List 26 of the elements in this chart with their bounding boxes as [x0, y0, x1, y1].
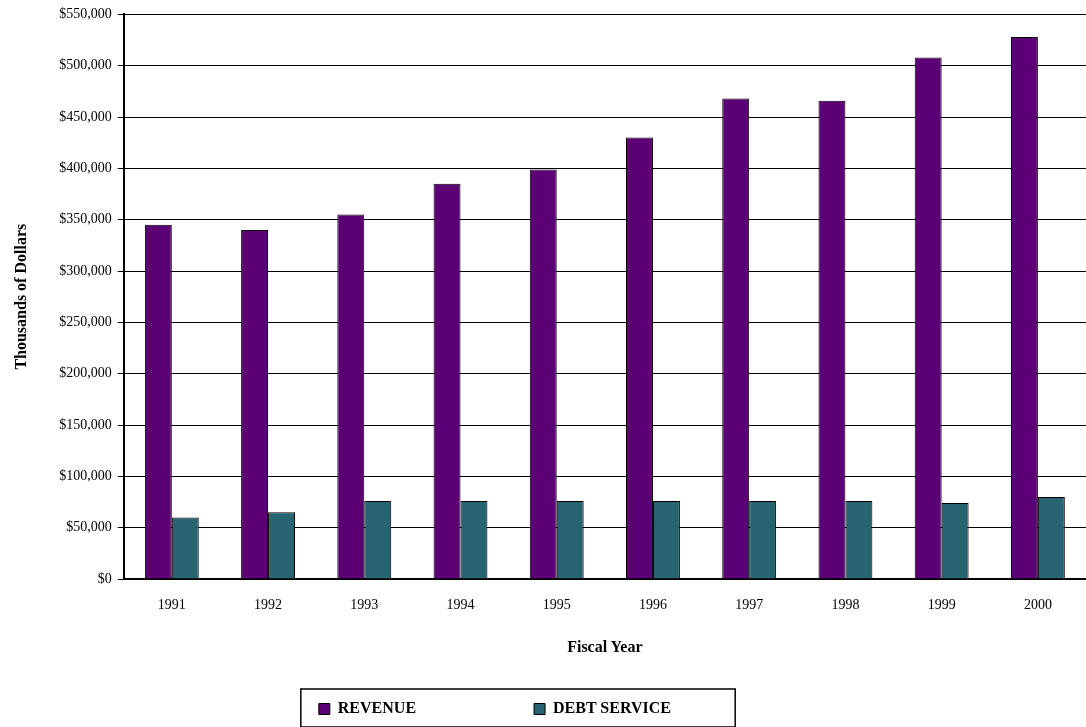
legend-label: DEBT SERVICE — [553, 699, 775, 717]
y-tick-label: $50,000 — [66, 519, 112, 535]
y-tick-label: $200,000 — [59, 365, 112, 381]
y-tick-label: $100,000 — [59, 468, 112, 484]
legend-label: REVENUE — [337, 699, 521, 717]
y-tick-label: $250,000 — [59, 314, 112, 330]
x-tick-label: 2000 — [1023, 597, 1052, 613]
x-tick-label: 1994 — [446, 597, 475, 613]
x-tick-label: 1991 — [157, 597, 186, 613]
y-tick-label: $450,000 — [59, 108, 112, 124]
x-tick-label: 1997 — [735, 597, 764, 613]
y-tick-label: $0 — [97, 570, 112, 586]
y-tick-label: $150,000 — [59, 416, 112, 432]
x-tick-label: 1996 — [638, 597, 667, 613]
x-tick-label: 1998 — [831, 597, 860, 613]
x-tick-label: 1993 — [350, 597, 379, 613]
x-tick-label: 1995 — [542, 597, 571, 613]
x-tick-label: 1999 — [927, 597, 956, 613]
y-tick-label: $400,000 — [59, 160, 112, 176]
y-tick-label: $350,000 — [59, 211, 112, 227]
y-axis-title: Thousands of Dollars — [11, 223, 29, 370]
x-tick-label: 1992 — [254, 597, 283, 613]
y-tick-label: $500,000 — [59, 57, 112, 73]
x-axis-title: Fiscal Year — [567, 637, 643, 655]
y-tick-label: $550,000 — [59, 6, 112, 22]
y-tick-label: $300,000 — [59, 262, 112, 278]
